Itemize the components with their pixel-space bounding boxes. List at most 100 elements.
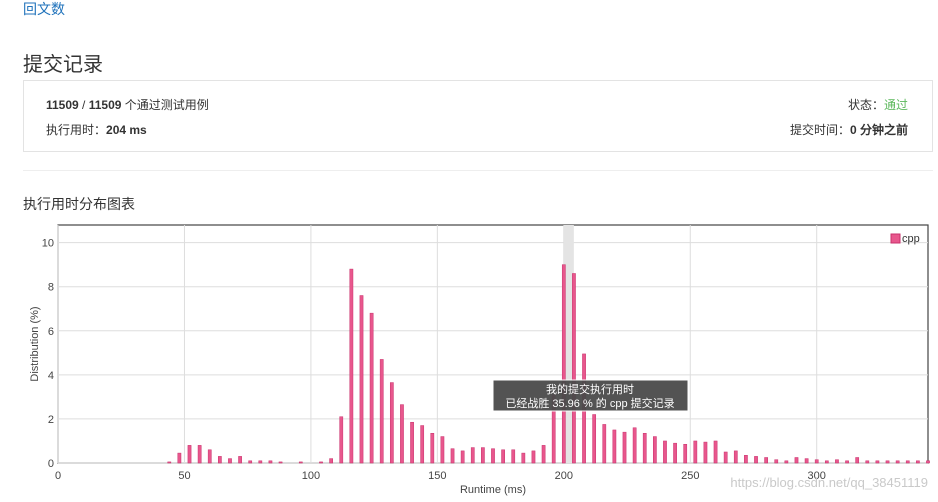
bar [764,457,768,464]
legend-swatch [890,233,901,244]
bar [875,460,880,464]
bar [460,450,465,464]
bar [197,445,202,464]
bar [733,450,738,464]
legend: cpp [890,233,920,245]
bar [248,460,253,464]
grid-lines [57,225,928,464]
bar [177,452,182,464]
bar [572,273,576,464]
bar [339,416,344,464]
watermark: https://blog.csdn.net/qq_38451119 [730,475,928,490]
submission-summary: 11509 / 11509 个通过测试用例 状态：通过 执行用时：204 ms … [23,80,933,152]
bar [653,436,657,464]
bar [703,441,708,464]
status-label: 状态： [847,98,884,112]
submit-time-value: 0 分钟之前 [849,123,908,137]
runtime-value: 204 ms [106,123,147,137]
total-count: 11509 [88,98,122,112]
bar [865,460,870,464]
bar [298,461,303,464]
submit-time-label: 提交时间： [789,123,850,137]
bar [592,414,597,464]
bar [167,461,172,464]
bar [450,448,455,464]
bar [319,461,323,464]
bar [329,458,333,464]
bar [541,445,546,464]
tooltip-line-1: 我的提交执行用时 [546,382,634,396]
y-tick-label: 8 [48,282,54,294]
bar [693,440,698,464]
bar [754,456,758,464]
tooltip: 我的提交执行用时 已经战胜 35.96 % 的 cpp 提交记录 [492,379,689,412]
bar [470,447,475,464]
y-tick-label: 6 [48,326,54,338]
legend-label: cpp [902,233,920,245]
bar [400,404,404,464]
bar [794,457,799,464]
x-tick-label: 250 [681,470,699,482]
bar [359,295,364,464]
runtime-label: 执行用时： [46,123,107,137]
tooltip-line-2: 已经战胜 35.96 % 的 cpp 提交记录 [505,396,674,410]
plot-area [57,224,929,464]
bar [379,359,384,464]
submit-time-field: 提交时间：0 分钟之前 [790,121,908,138]
bar [602,424,607,464]
bar [369,312,374,464]
my-runtime-highlight [563,225,574,463]
test-cases-row: 11509 / 11509 个通过测试用例 状态：通过 [46,96,908,113]
bar [278,461,283,464]
bar [895,460,900,464]
count-separator: / [78,98,89,112]
bar [855,457,860,464]
bar [430,433,435,464]
tooltip-box [492,379,689,412]
runtime-distribution-chart: 0 50 100 150 200 250 300 0 2 4 6 8 10 Runtime (ms) D… [29,224,930,496]
bar [824,460,829,464]
bar [905,460,910,464]
bar [612,429,617,464]
bar [207,449,212,464]
bar [642,433,647,464]
section-divider [23,170,933,171]
status-value: 通过 [883,98,908,112]
bar [713,440,718,464]
x-tick-label: 300 [808,470,826,482]
y-tick-label: 2 [48,414,54,426]
bar [885,460,890,464]
problem-link[interactable]: 回文数 [23,1,65,17]
x-tick-label: 0 [55,470,61,482]
status-field: 状态：通过 [848,96,908,113]
bar [835,459,839,464]
x-tick-label: 100 [302,470,320,482]
passed-count: 11509 [46,98,79,112]
bar [440,436,445,464]
bar [774,459,779,464]
x-tick-label: 150 [428,470,446,482]
bar [744,455,748,464]
x-tick-label: 200 [555,470,573,482]
bar [784,460,789,464]
bar [632,427,637,464]
bar [268,460,273,464]
bar [481,447,485,464]
x-tick-label: 50 [178,470,190,482]
bar [531,450,536,464]
bar [349,268,354,464]
y-tick-label: 4 [48,370,54,382]
bar [622,431,627,464]
bar [238,456,242,464]
bar [673,442,677,464]
bar [491,448,495,464]
bar [258,460,263,464]
bar [683,444,688,464]
axis-ticks: 0 50 100 150 200 250 300 0 2 4 6 8 10 [42,238,826,482]
y-axis-label: Distribution (%) [29,306,41,381]
page-title: 提交记录 [23,54,103,76]
bar [663,440,667,464]
bar [228,458,232,464]
bar [916,460,920,464]
bar [804,458,809,464]
